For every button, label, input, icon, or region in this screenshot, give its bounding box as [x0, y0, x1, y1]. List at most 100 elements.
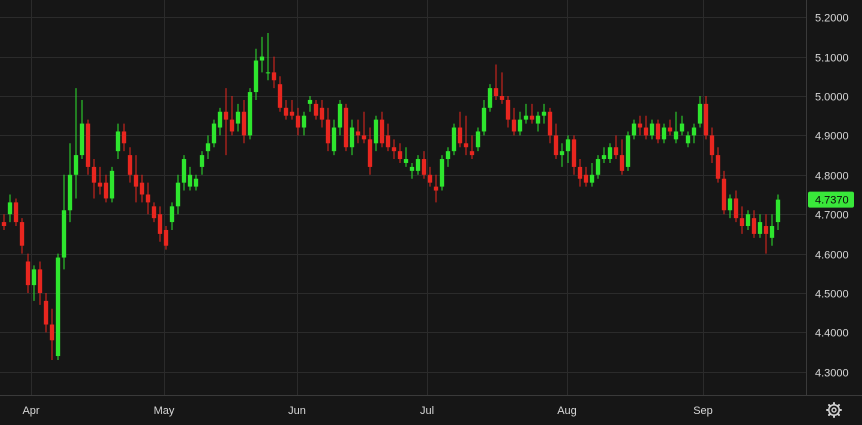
candle-body [739, 218, 745, 227]
candle-body [259, 56, 265, 61]
candle-body [481, 107, 487, 132]
candle-body [613, 147, 619, 156]
candle-body [775, 199, 781, 223]
candle-body [769, 226, 775, 238]
candle-body [325, 119, 331, 144]
candle-body [763, 226, 769, 234]
candle [67, 143, 73, 223]
candle [37, 261, 43, 305]
candle [715, 147, 721, 183]
candle-body [31, 269, 37, 286]
candle-body [313, 103, 319, 116]
candle [31, 265, 37, 301]
candle-body [475, 131, 481, 148]
candle-body [643, 127, 649, 136]
candle [505, 96, 511, 128]
candle [391, 139, 397, 160]
candle [259, 36, 265, 73]
candle-body [445, 151, 451, 160]
candle-body [331, 127, 337, 152]
candle [85, 119, 91, 175]
candle [163, 226, 169, 250]
candle [487, 84, 493, 112]
candle [631, 119, 637, 140]
candle-body [547, 111, 553, 136]
candle-body [673, 131, 679, 140]
candle-body [577, 166, 583, 179]
candle-body [121, 131, 127, 144]
candle [559, 143, 565, 167]
candle [289, 99, 295, 120]
candle [229, 96, 235, 136]
time-tick-label: Aug [557, 405, 577, 417]
candle [271, 56, 277, 89]
candle-body [391, 147, 397, 152]
price-tick-label: 4.5000 [815, 289, 849, 301]
candle [685, 131, 691, 148]
candle [451, 123, 457, 156]
candle-body [187, 174, 193, 187]
time-tick-label: Apr [22, 405, 39, 417]
candle-body [505, 99, 511, 120]
candle [349, 119, 355, 156]
chart-settings-button[interactable] [820, 397, 848, 423]
candle [529, 103, 535, 124]
candle [127, 147, 133, 183]
candle-body [229, 119, 235, 132]
candle-body [235, 111, 241, 124]
candle [589, 162, 595, 187]
candle-body [211, 123, 217, 144]
price-axis-labels: 5.2000 5.1000 5.0000 4.9000 4.8000 4.7000 4.60… [815, 13, 849, 380]
candle-body [25, 261, 31, 286]
candle [457, 111, 463, 148]
candle [565, 135, 571, 163]
candle [571, 135, 577, 175]
candle [13, 198, 19, 227]
candle [343, 103, 349, 152]
candle [385, 123, 391, 152]
candle [169, 202, 175, 230]
candle-body [157, 214, 163, 234]
candle [475, 127, 481, 152]
candle-body [301, 115, 307, 128]
candle [181, 155, 187, 191]
candle [253, 48, 259, 100]
candle [583, 166, 589, 187]
candle-body [61, 210, 67, 258]
candle-body [499, 96, 505, 100]
candle-body [247, 92, 253, 136]
candle-body [553, 135, 559, 156]
price-tick-label: 4.3000 [815, 368, 849, 380]
candle-body [583, 174, 589, 183]
candle-body [517, 119, 523, 132]
candle-body [589, 174, 595, 183]
candle [337, 99, 343, 136]
time-tick-label: Sep [693, 405, 713, 417]
candle-body [355, 131, 361, 136]
candle [733, 190, 739, 223]
candle [643, 115, 649, 140]
candle [151, 202, 157, 223]
candle [295, 107, 301, 136]
time-tick-label: May [154, 405, 175, 417]
candle-body [463, 143, 469, 148]
candle-body [319, 107, 325, 120]
price-tick-label: 4.9000 [815, 131, 849, 143]
candle-body [415, 159, 421, 171]
candle [679, 115, 685, 136]
candle-body [97, 182, 103, 187]
candle [1, 214, 7, 230]
candle [511, 107, 517, 136]
price-tick-label: 5.1000 [815, 53, 849, 65]
candle [445, 147, 451, 167]
candle-body [655, 123, 661, 140]
candle-body [145, 194, 151, 203]
candle [709, 127, 715, 163]
candle-body [715, 155, 721, 179]
candle [463, 115, 469, 156]
candle-body [679, 123, 685, 132]
candle [607, 143, 613, 163]
time-tick-label: Jun [288, 405, 306, 417]
candle-body [595, 159, 601, 175]
candle [199, 151, 205, 175]
